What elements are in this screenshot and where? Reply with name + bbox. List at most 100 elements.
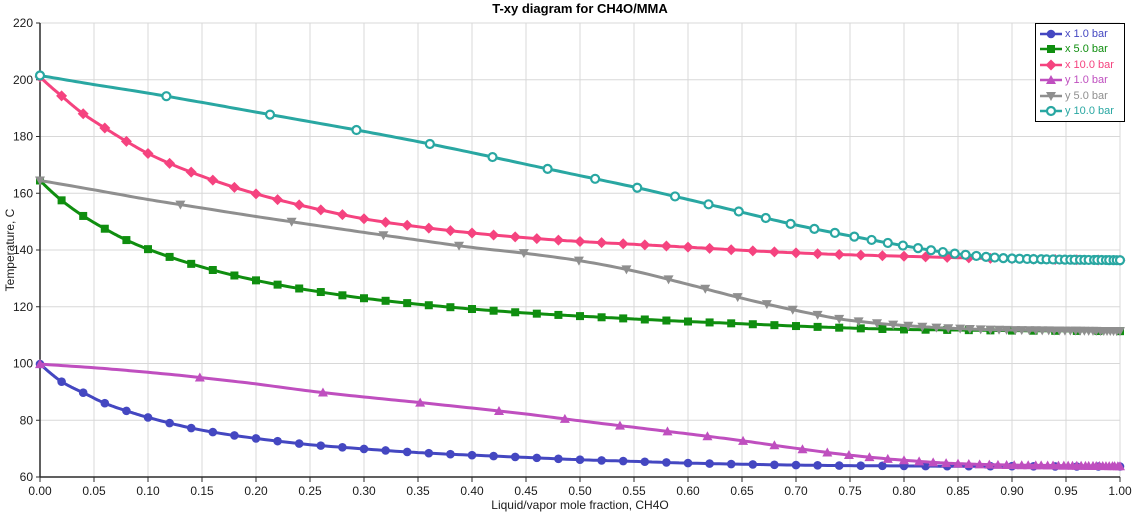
legend-item-y-10.0-bar: y 10.0 bar [1040,104,1120,120]
circle-marker [402,447,412,457]
legend-label: x 1.0 bar [1065,27,1108,40]
square-marker [446,303,455,312]
circle-open-marker [1114,255,1126,266]
y-tick-label: 140 [13,243,33,257]
legend-triangle-down-icon [1040,91,1062,101]
circle-marker [532,453,542,463]
triangle-down-marker [955,324,966,334]
diamond-marker [401,219,413,231]
triangle-up-marker [899,455,909,465]
legend-item-y-1.0-bar: y 1.0 bar [1040,73,1120,89]
circle-marker [165,418,174,428]
triangle-down-marker [853,317,864,327]
square-marker [79,211,88,220]
legend-label: x 10.0 bar [1065,58,1114,71]
triangle-up-marker [194,372,205,382]
triangle-down-marker [834,314,845,324]
diamond-marker [488,229,500,241]
triangle-down-marker [888,320,899,330]
circle-marker [359,444,369,454]
circle-marker [726,459,736,469]
triangle-up-marker [882,453,893,463]
diamond-marker [272,194,284,206]
circle-open-marker [912,243,924,254]
x-tick-label: 0.30 [352,484,376,498]
diamond-marker [77,108,89,120]
circle-marker [467,450,477,460]
legend-glyph [1045,59,1057,71]
circle-marker [510,452,520,462]
square-marker [813,322,822,331]
triangle-up-marker [494,405,504,415]
x-tick-label: 0.75 [838,484,862,498]
x-tick-label: 0.35 [406,484,430,498]
triangle-down-marker [1001,325,1012,335]
circle-marker [294,439,304,448]
triangle-down-marker [1010,326,1021,336]
legend-label: y 10.0 bar [1065,105,1114,118]
diamond-marker [423,222,435,234]
triangle-up-marker [864,452,875,462]
square-marker [57,196,66,205]
legend-glyph [1046,29,1056,39]
square-marker [122,236,131,245]
circle-open-marker [925,245,937,256]
square-marker [576,312,584,321]
circle-marker [705,459,714,468]
triangle-up-marker [738,435,749,445]
triangle-up-marker [559,413,570,423]
triangle-down-marker [994,325,1005,335]
x-tick-label: 0.70 [784,484,808,498]
circle-open-marker [669,191,681,202]
triangle-down-marker [761,300,772,310]
circle-marker [143,413,153,422]
x-tick-label: 0.90 [1000,484,1024,498]
square-marker [727,319,736,328]
x-tick-label: 1.00 [1108,484,1132,498]
diamond-marker [876,250,888,262]
diamond-marker [228,181,240,193]
circle-marker [791,460,801,470]
square-marker [316,288,325,297]
square-marker [187,259,196,268]
circle-open-marker [949,248,960,259]
triangle-up-marker [35,359,45,369]
triangle-down-marker [787,305,798,315]
circle-marker [597,456,606,465]
diamond-marker [552,234,564,246]
circle-open-marker [849,231,860,242]
y-tick-label: 160 [13,186,33,200]
series-y-1.0-bar-line [38,362,1122,468]
square-marker [640,315,649,324]
triangle-down-marker [1030,326,1041,336]
triangle-down-marker [286,217,297,227]
triangle-down-marker [518,249,529,259]
y-tick-label: 80 [20,413,34,427]
square-marker [403,299,412,308]
diamond-marker [185,166,197,178]
legend-diamond-icon [1040,59,1062,71]
legend-item-x-10.0-bar: x 10.0 bar [1040,57,1120,73]
x-axis-title: Liquid/vapor mole fraction, CH4O [491,498,669,512]
circle-marker [338,443,347,452]
legend-item-x-1.0-bar: x 1.0 bar [1040,26,1120,42]
circle-open-marker [703,199,714,210]
square-marker [295,284,304,293]
circle-open-marker [590,173,601,184]
circle-open-marker [809,223,820,234]
triangle-up-marker [662,426,673,436]
circle-marker [230,431,239,440]
triangle-down-marker [378,231,389,241]
triangle-down-marker [917,322,928,332]
triangle-down-marker [943,324,954,334]
triangle-up-marker [822,447,833,457]
diamond-marker [142,148,154,160]
square-marker [338,291,347,300]
square-marker [705,318,714,327]
triangle-down-marker [454,241,465,251]
circle-marker [424,448,434,458]
square-marker [468,305,476,314]
diamond-marker [99,122,111,134]
triangle-up-marker [984,459,995,469]
triangle-down-marker [1016,326,1027,336]
